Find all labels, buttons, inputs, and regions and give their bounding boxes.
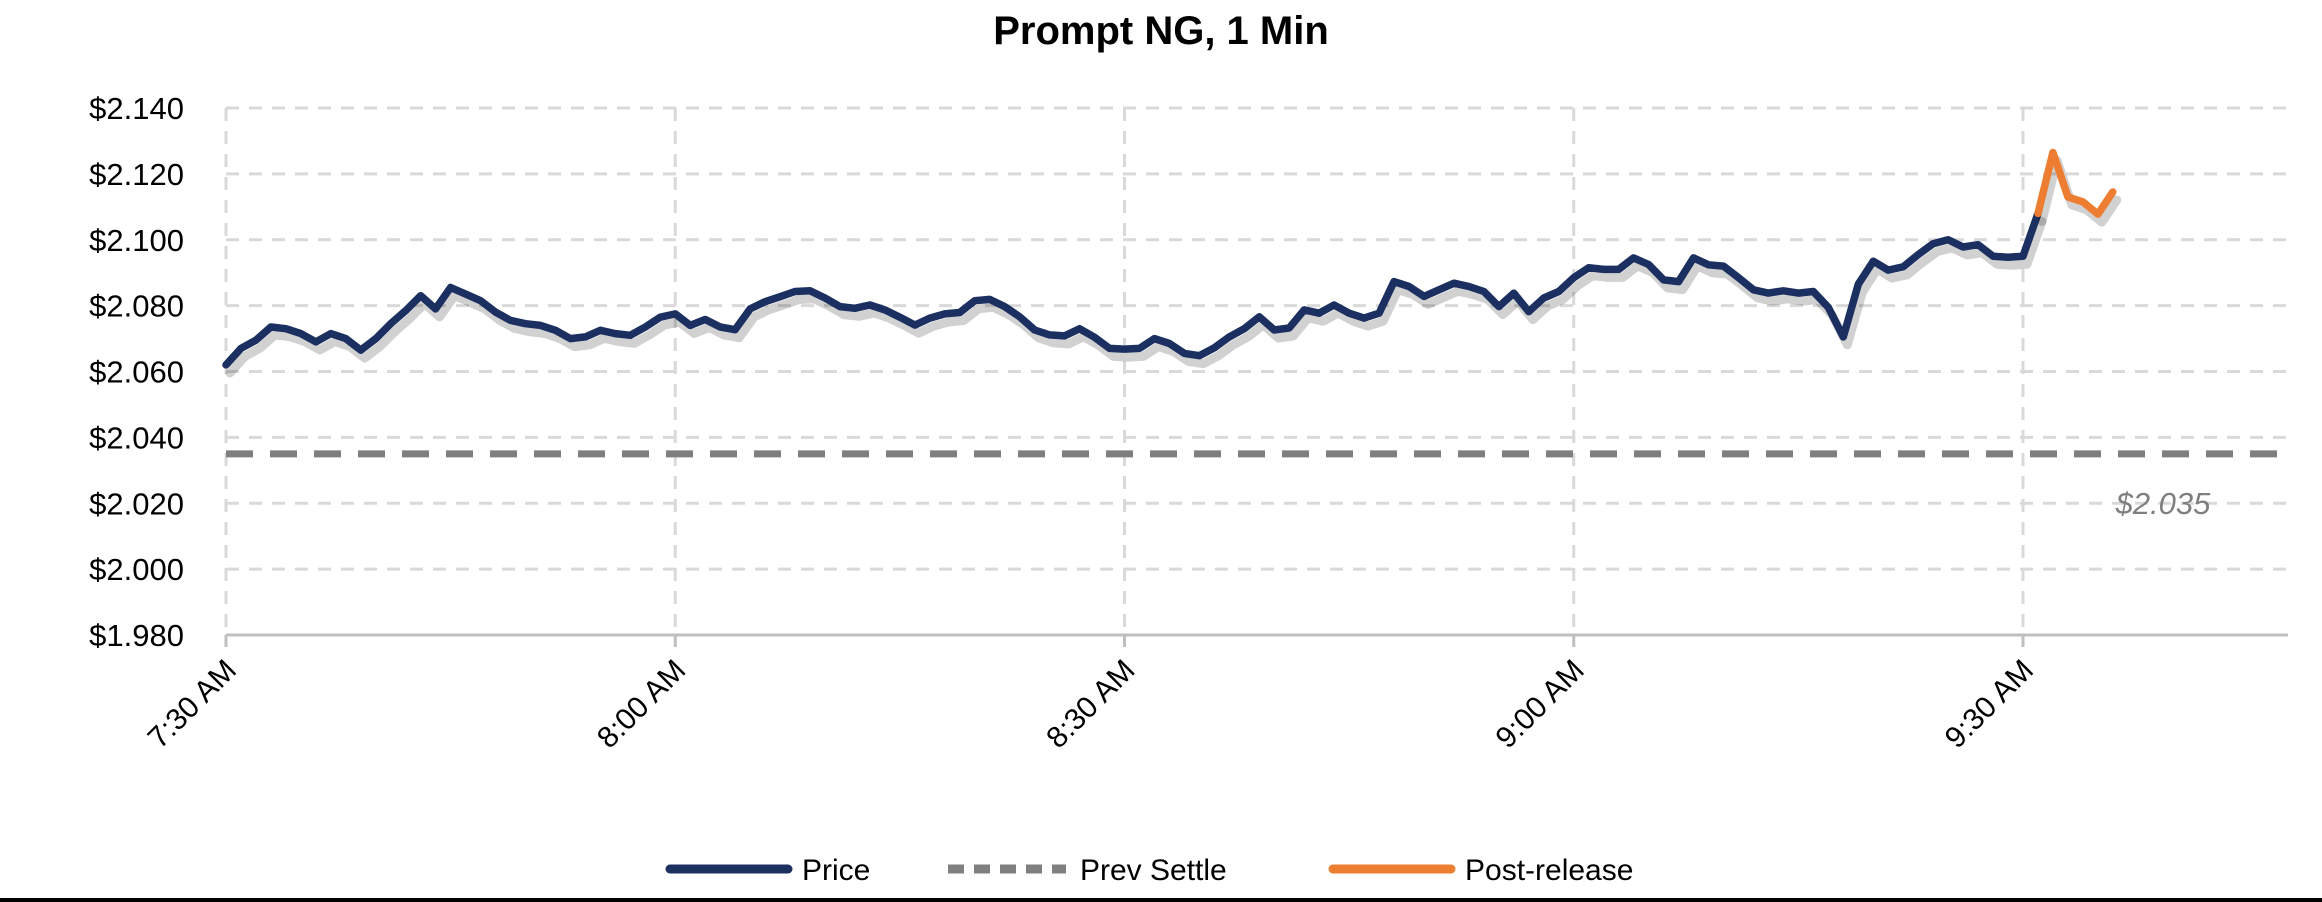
y-axis-label: $2.100 xyxy=(89,223,184,258)
y-axis-label: $2.080 xyxy=(89,289,184,324)
prev-settle-annotation: $2.035 xyxy=(2115,486,2212,521)
legend-item-label: Prev Settle xyxy=(1080,854,1227,887)
y-axis-label: $2.020 xyxy=(89,486,184,521)
x-axis-label: 7:30 AM xyxy=(142,654,243,755)
x-axis-label: 8:30 AM xyxy=(1040,654,1141,755)
screenshot-bottom-border xyxy=(0,898,2322,902)
price-line-shadow xyxy=(225,216,2047,378)
legend-item-post-release: Post-release xyxy=(1328,854,1633,887)
y-axis-label: $2.040 xyxy=(89,420,184,455)
y-axis-label: $1.980 xyxy=(89,618,184,653)
y-axis-label: $2.000 xyxy=(89,552,184,587)
chart-title: Prompt NG, 1 Min xyxy=(993,9,1329,53)
x-axis-label: 9:00 AM xyxy=(1490,654,1591,755)
y-axis-label: $2.140 xyxy=(89,91,184,126)
post-release-line xyxy=(2034,148,2117,218)
gridlines-layer xyxy=(224,106,2288,647)
series-layer xyxy=(222,148,2288,458)
legend: Price Prev Settle Post-release xyxy=(665,854,1633,887)
price-line xyxy=(222,209,2042,369)
legend-item-label: Post-release xyxy=(1465,854,1633,887)
axis-labels-layer: $2.140 $2.120 $2.100 $2.080 $2.060 $2.040 $2.0… xyxy=(89,91,2040,755)
legend-item-prev-settle: Prev Settle xyxy=(948,854,1227,887)
y-axis-label: $2.120 xyxy=(89,157,184,192)
x-axis-label: 9:30 AM xyxy=(1939,654,2040,755)
legend-item-label: Price xyxy=(802,854,870,887)
post-release-line-shadow xyxy=(2037,156,2122,227)
x-axis-label: 8:00 AM xyxy=(591,654,692,755)
legend-item-price: Price xyxy=(665,854,870,887)
y-axis-label: $2.060 xyxy=(89,355,184,390)
